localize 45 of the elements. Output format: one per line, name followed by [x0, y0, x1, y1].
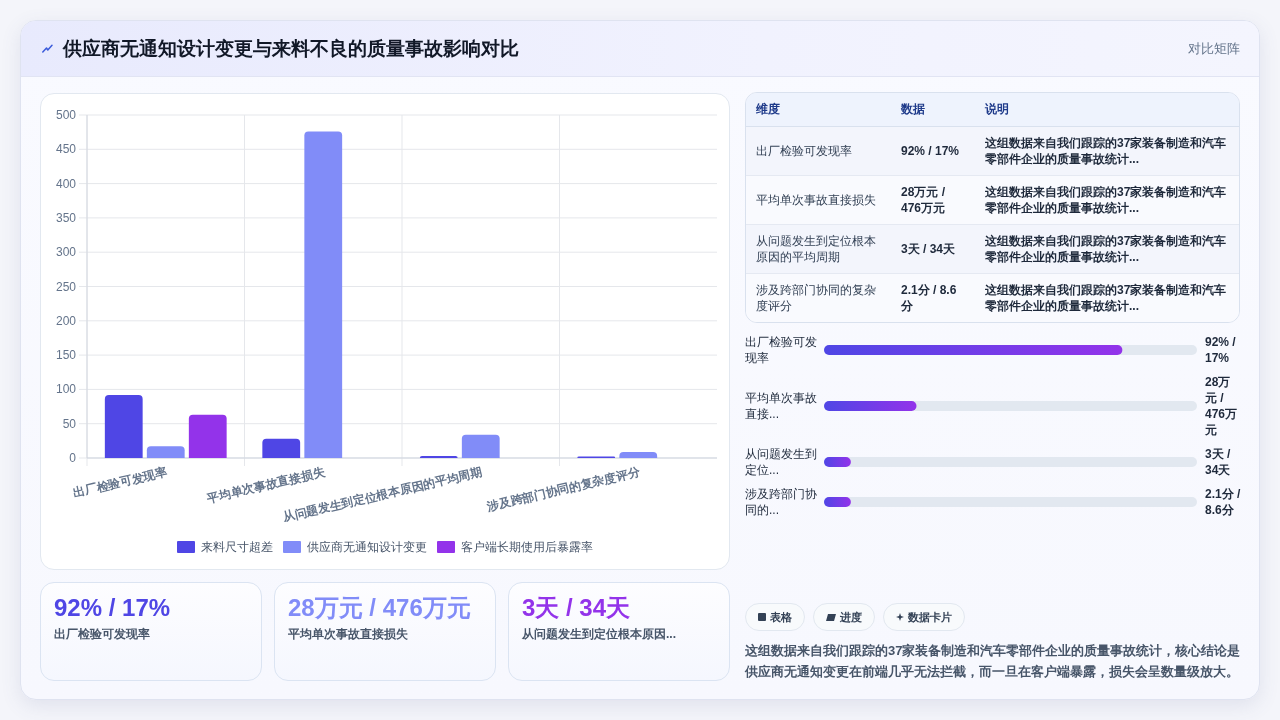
- y-tick-label: 150: [55, 348, 77, 363]
- y-tick-label: 0: [69, 451, 77, 465]
- legend-label: 客户端长期使用后暴露率: [461, 540, 593, 554]
- text: 3天 / 34天: [1205, 447, 1232, 477]
- pill-button: 进度: [813, 603, 875, 631]
- y-tick-label: 400: [55, 176, 77, 191]
- text: 2.1分 / 8.6分: [1205, 487, 1242, 517]
- y-tick-label: 100: [55, 382, 77, 397]
- text: 28万元 / 476万元: [1204, 375, 1238, 437]
- bar: [104, 394, 143, 458]
- table-row: 涉及跨部门协同的复杂度评分 2.1分 / 8.6分 这组数据来自我们跟踪的37家装备制造和汽车零部件企业的质量事故统计...: [746, 273, 1239, 322]
- pill-button: 表格: [745, 603, 805, 631]
- y-tick-label: 250: [55, 279, 77, 294]
- bar: [304, 131, 343, 458]
- y-tick-label: 涉及跨部门协同的...: [745, 487, 817, 517]
- bar: [419, 455, 458, 458]
- text: 92% / 17%: [1205, 335, 1237, 365]
- legend-label: 来料尺寸超差: [201, 540, 273, 554]
- text: 28万元 / 476万元: [288, 594, 472, 622]
- text: 3天 / 34天: [522, 594, 632, 622]
- y-tick-label: 350: [55, 210, 77, 225]
- table-header-row: 维度 数据 说明: [746, 93, 1239, 126]
- chart-title: 供应商无通知设计变更与来料不良的质量事故影响对比: [63, 37, 519, 61]
- y-tick-label: 平均单次事故直接...: [745, 391, 817, 421]
- x-tick-label: 涉及跨部门协同的复杂度评分: [484, 464, 642, 514]
- text: 92% / 17%: [54, 594, 172, 622]
- y-tick-label: 450: [55, 142, 77, 157]
- table-row: 平均单次事故直接损失 28万元 / 476万元 这组数据来自我们跟踪的37家装备制造和汽车零部件企业的质量事故统计...: [746, 175, 1239, 224]
- bar: [262, 438, 301, 458]
- pill-button: 数据卡片: [883, 603, 965, 631]
- y-tick-label: 500: [55, 108, 77, 122]
- y-tick-label: 出厂检验可发现率: [745, 335, 817, 365]
- text: 对比矩阵: [1188, 40, 1240, 58]
- bar: [188, 414, 227, 458]
- y-tick-label: 200: [55, 313, 77, 328]
- legend-label: 供应商无通知设计变更: [307, 540, 427, 554]
- bar: [146, 446, 185, 458]
- text: 从问题发生到定位根本原因...: [522, 626, 677, 642]
- y-tick-label: 50: [62, 416, 77, 431]
- bar: [461, 434, 500, 458]
- text: 这组数据来自我们跟踪的37家装备制造和汽车零部件企业的质量事故统计，核心结论是供应商无通知变更在前端几乎无法拦截，而一旦在客户端暴露，损失会呈数量级放大。: [745, 642, 1242, 681]
- y-tick-label: 300: [55, 245, 77, 260]
- y-tick-label: 从问题发生到定位...: [745, 447, 817, 477]
- bar: [619, 452, 658, 458]
- text: 平均单次事故直接损失: [288, 626, 409, 642]
